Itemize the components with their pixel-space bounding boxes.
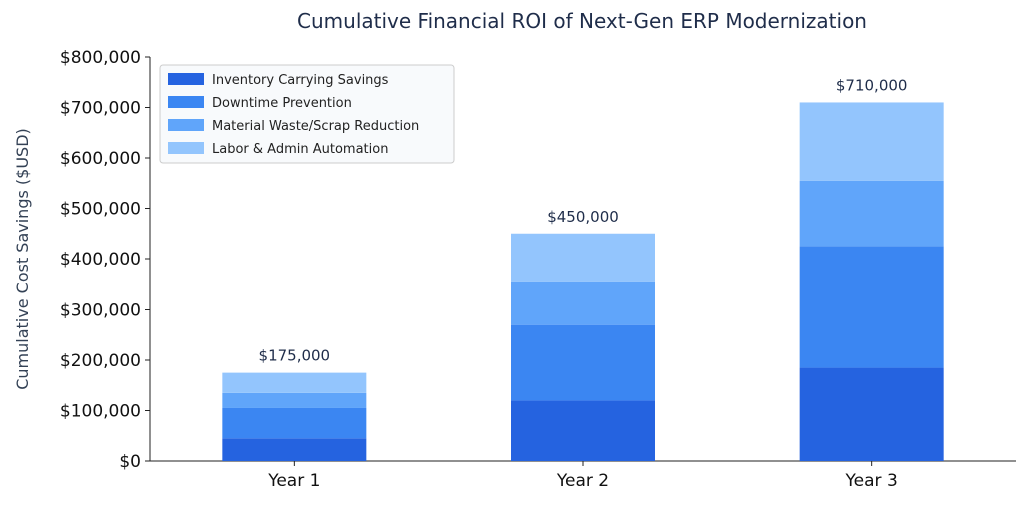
y-tick-label: $0	[119, 452, 141, 472]
plot-area: $0 $100,000 $200,000 $300,000 $400,000 $500,0…	[60, 48, 1016, 491]
legend-swatch	[168, 96, 204, 108]
bar-segment	[511, 233, 655, 282]
x-tick-label: Year 3	[845, 471, 898, 491]
bar-segment	[511, 324, 655, 401]
y-tick-label: $700,000	[60, 99, 141, 119]
bar-segment	[222, 407, 367, 439]
bar-segment	[799, 367, 944, 461]
bar-segment	[511, 400, 655, 461]
legend-swatch	[168, 73, 204, 85]
legend-item-label: Inventory Carrying Savings	[212, 73, 389, 88]
y-tick-label: $600,000	[60, 149, 141, 169]
y-tick-label: $200,000	[60, 351, 141, 371]
legend-swatch	[168, 142, 204, 154]
y-axis-label: Cumulative Cost Savings ($USD)	[13, 128, 32, 390]
bar-total-label: $710,000	[836, 76, 908, 94]
y-tick-label: $300,000	[60, 301, 141, 321]
bar-segment	[799, 102, 944, 181]
y-tick-label: $400,000	[60, 250, 141, 270]
bar-segment	[799, 180, 944, 247]
bar-segment	[222, 438, 367, 461]
y-tick-label: $100,000	[60, 402, 141, 422]
legend-swatch	[168, 119, 204, 131]
x-tick-label: Year 1	[267, 471, 320, 491]
bar-total-label: $450,000	[547, 208, 619, 226]
legend-box	[159, 64, 455, 164]
legend-item-label: Downtime Prevention	[212, 96, 352, 111]
legend-item-label: Material Waste/Scrap Reduction	[212, 119, 419, 134]
bar-segment	[799, 246, 944, 368]
chart-title: Cumulative Financial ROI of Next-Gen ERP…	[297, 9, 867, 33]
bar-segment	[511, 281, 655, 325]
legend-item-label: Labor & Admin Automation	[212, 142, 388, 157]
bar-total-label: $175,000	[259, 347, 331, 365]
bar-segment	[222, 392, 367, 408]
y-tick-label: $800,000	[60, 48, 141, 68]
x-tick-label: Year 2	[556, 471, 609, 491]
bar-segment	[222, 372, 367, 393]
y-tick-label: $500,000	[60, 200, 141, 220]
legend: Inventory Carrying Savings Downtime Preve…	[159, 64, 455, 164]
